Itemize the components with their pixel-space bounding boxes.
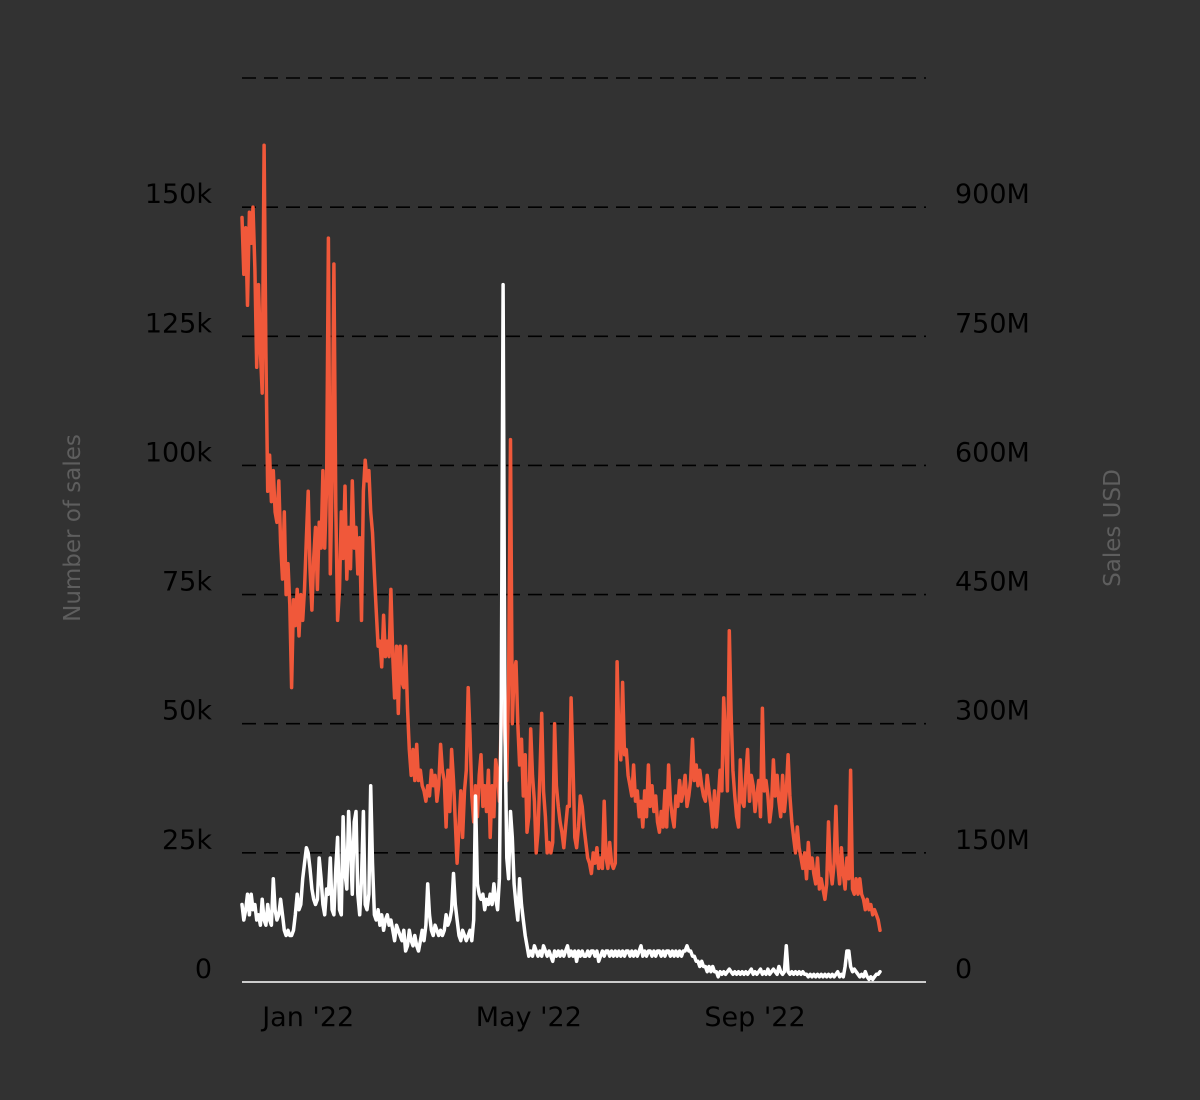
right-tick-label: 750M (955, 308, 1030, 339)
left-axis-ticks: 0 25k 50k 75k 100k 125k 150k (145, 179, 213, 985)
series-line-1 (240, 143, 882, 933)
right-tick-label: 600M (955, 437, 1030, 468)
left-tick-label: 75k (162, 567, 212, 598)
right-tick-label: 900M (955, 179, 1030, 210)
series-line-2 (240, 282, 882, 982)
x-tick-label: May '22 (476, 1002, 582, 1033)
left-axis-title: Number of sales (60, 434, 86, 622)
left-tick-label: 0 (195, 954, 212, 985)
left-tick-label: 50k (162, 696, 212, 727)
left-tick-label: 25k (162, 825, 212, 856)
right-axis-title: Sales USD (1100, 469, 1126, 587)
gridlines (242, 77, 926, 854)
x-tick-label: Jan '22 (260, 1002, 354, 1033)
series-lines (240, 143, 882, 982)
left-tick-label: 125k (145, 308, 213, 339)
right-tick-label: 150M (955, 825, 1030, 856)
left-tick-label: 100k (145, 437, 213, 468)
right-axis-ticks: 0 150M 300M 450M 600M 750M 900M (955, 179, 1030, 985)
left-tick-label: 150k (145, 179, 213, 210)
right-tick-label: 300M (955, 696, 1030, 727)
right-tick-label: 450M (955, 567, 1030, 598)
x-axis-ticks: Jan '22 May '22 Sep '22 (260, 1002, 805, 1033)
x-tick-label: Sep '22 (704, 1002, 805, 1033)
right-tick-label: 0 (955, 954, 972, 985)
